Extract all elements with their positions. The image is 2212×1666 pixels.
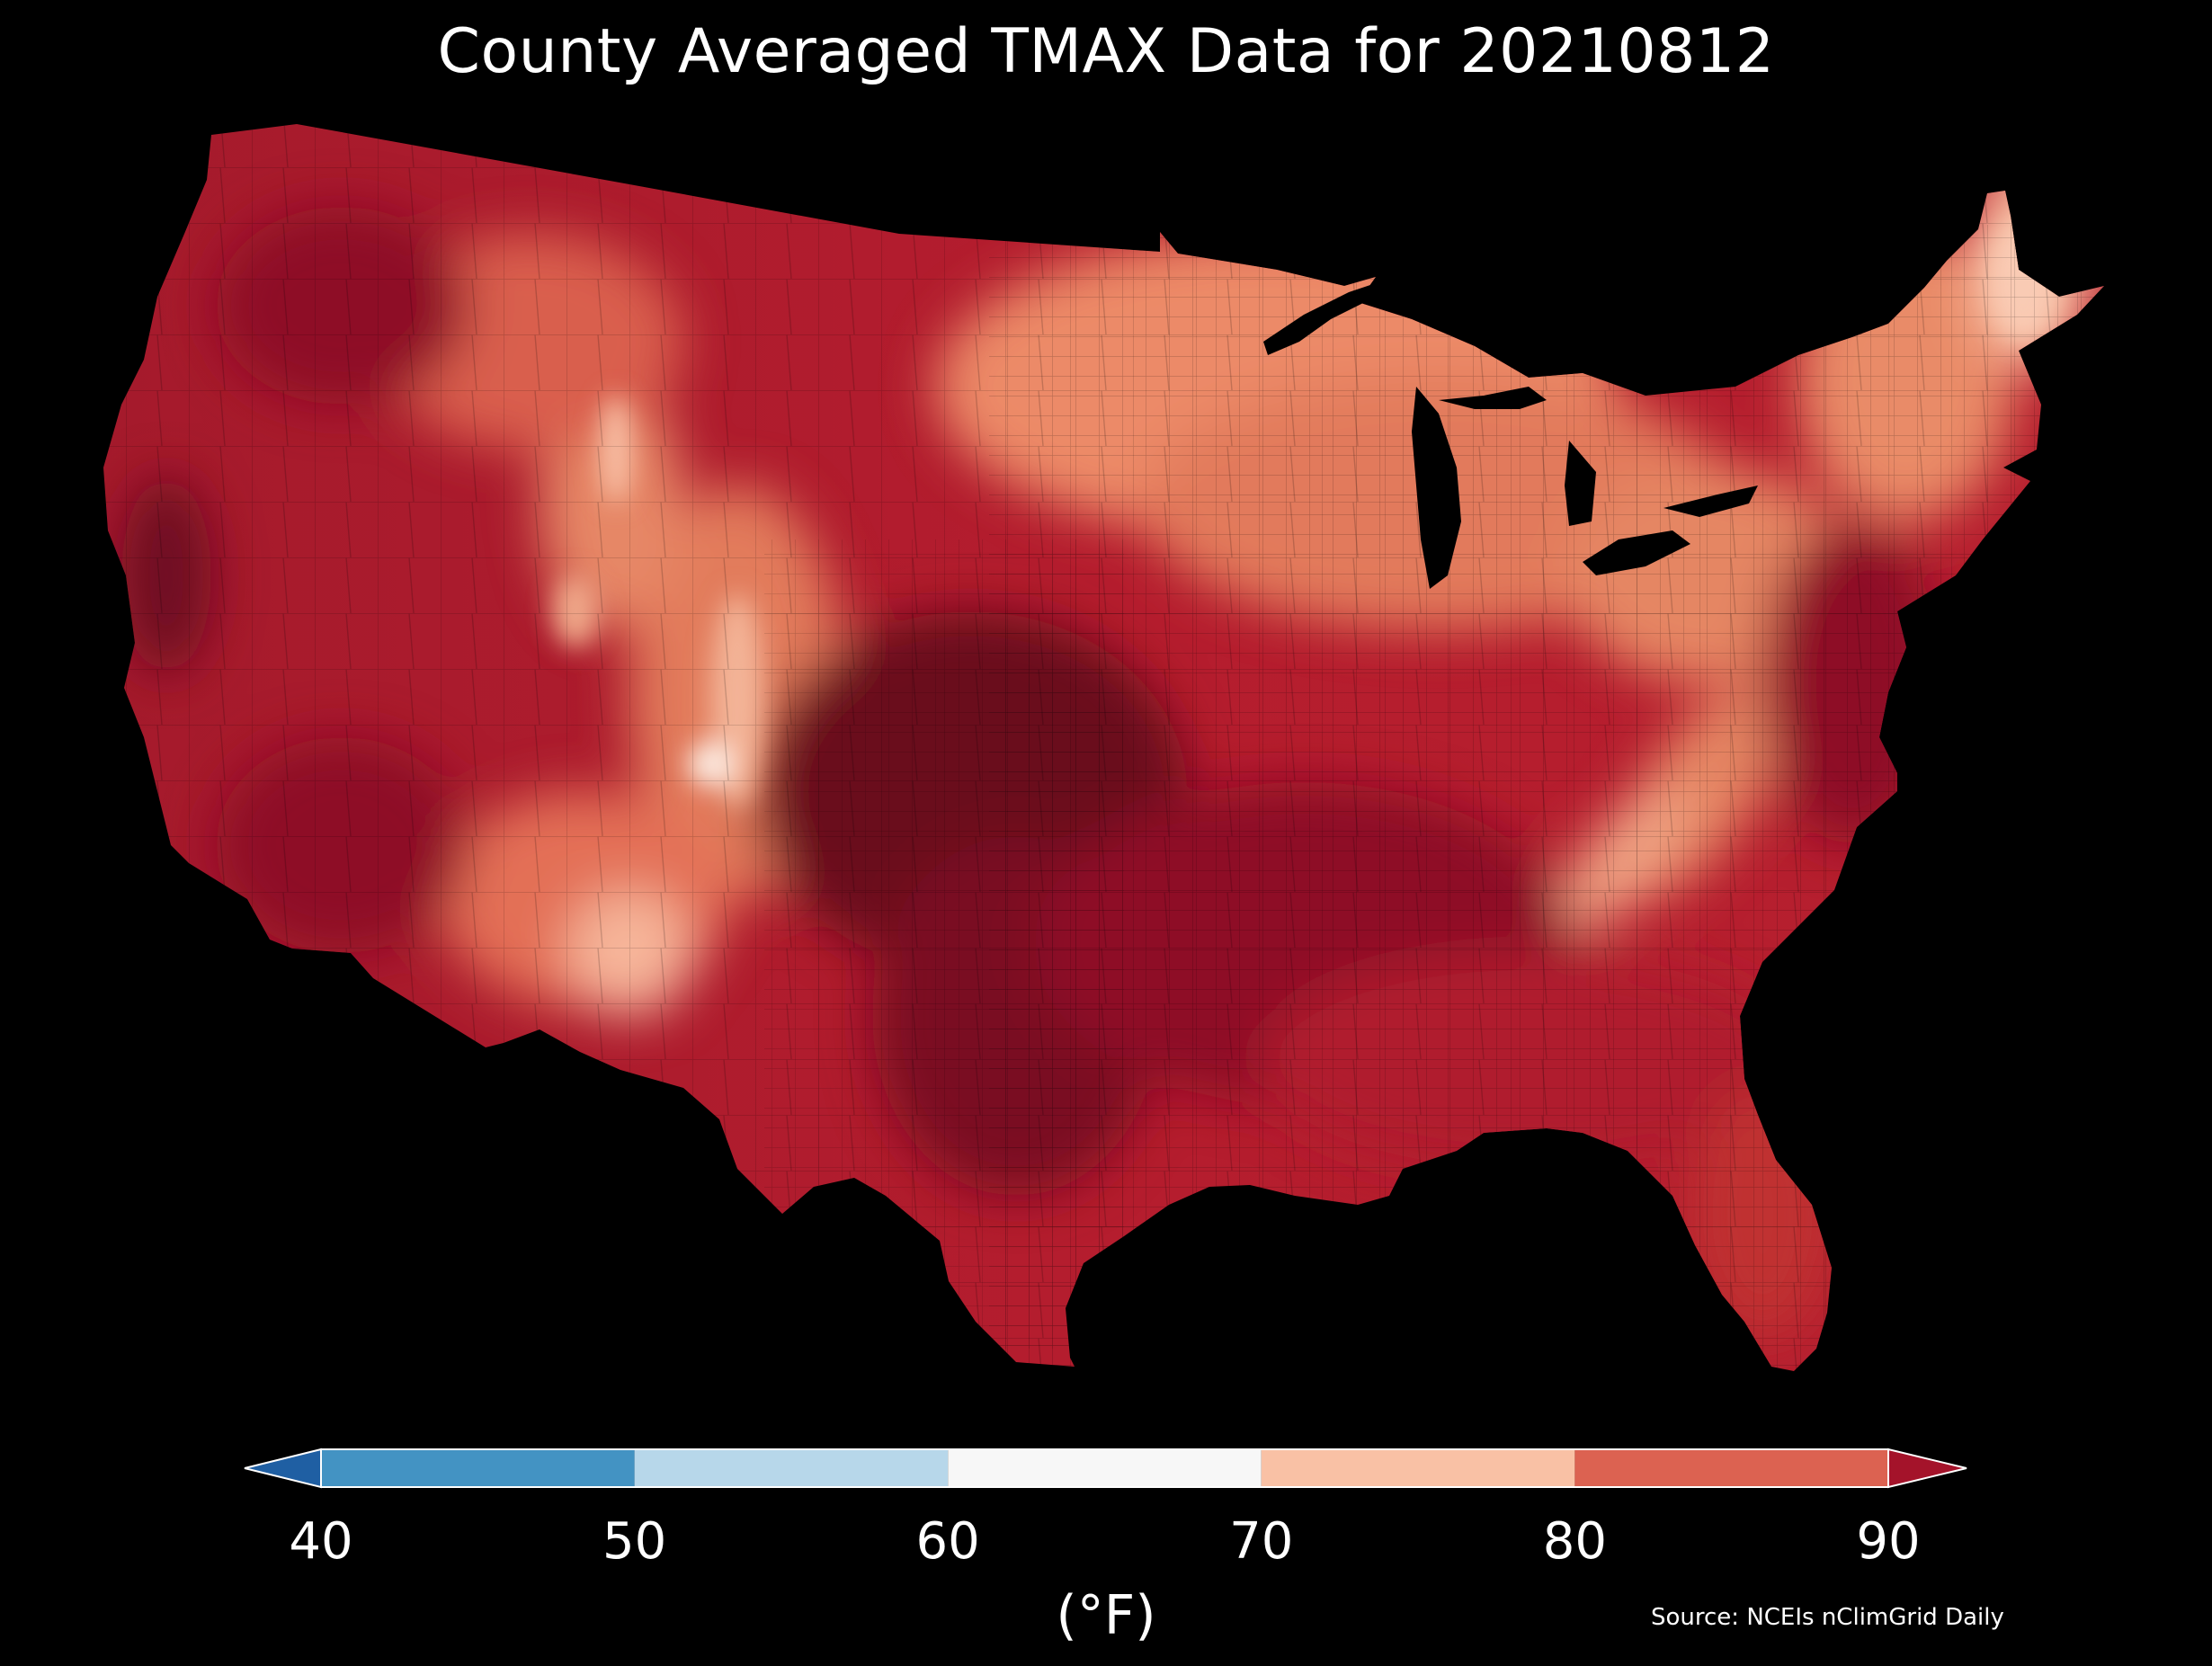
map-title: County Averaged TMAX Data for 20210812: [437, 16, 1775, 87]
great-lakes: [1263, 283, 1758, 589]
colorbar-bin-60-70: [948, 1449, 1262, 1487]
colorbar-bin-70-80: [1261, 1449, 1575, 1487]
colorbar-bin-40-50: [321, 1449, 635, 1487]
colorbar-unit-label: (°F): [1056, 1584, 1156, 1647]
colorbar-outline: [320, 1448, 1889, 1488]
colorbar-tick-label: 40: [289, 1512, 353, 1571]
colorbar-tick-label: 80: [1542, 1512, 1608, 1571]
source-credit: Source: NCEIs nClimGrid Daily: [1651, 1604, 2004, 1631]
colorbar-over-arrow: [1887, 1448, 1967, 1489]
colorbar-tick-label: 60: [915, 1512, 980, 1571]
colorbar-tick-label: 50: [602, 1512, 667, 1571]
colorbar-bin-50-60: [634, 1449, 949, 1487]
colorbar-bin-80-90: [1574, 1449, 1888, 1487]
colorbar-tick-label: 70: [1229, 1512, 1294, 1571]
colorbar-under-arrow: [244, 1448, 322, 1489]
colorbar-tick-label: 90: [1856, 1512, 1921, 1571]
